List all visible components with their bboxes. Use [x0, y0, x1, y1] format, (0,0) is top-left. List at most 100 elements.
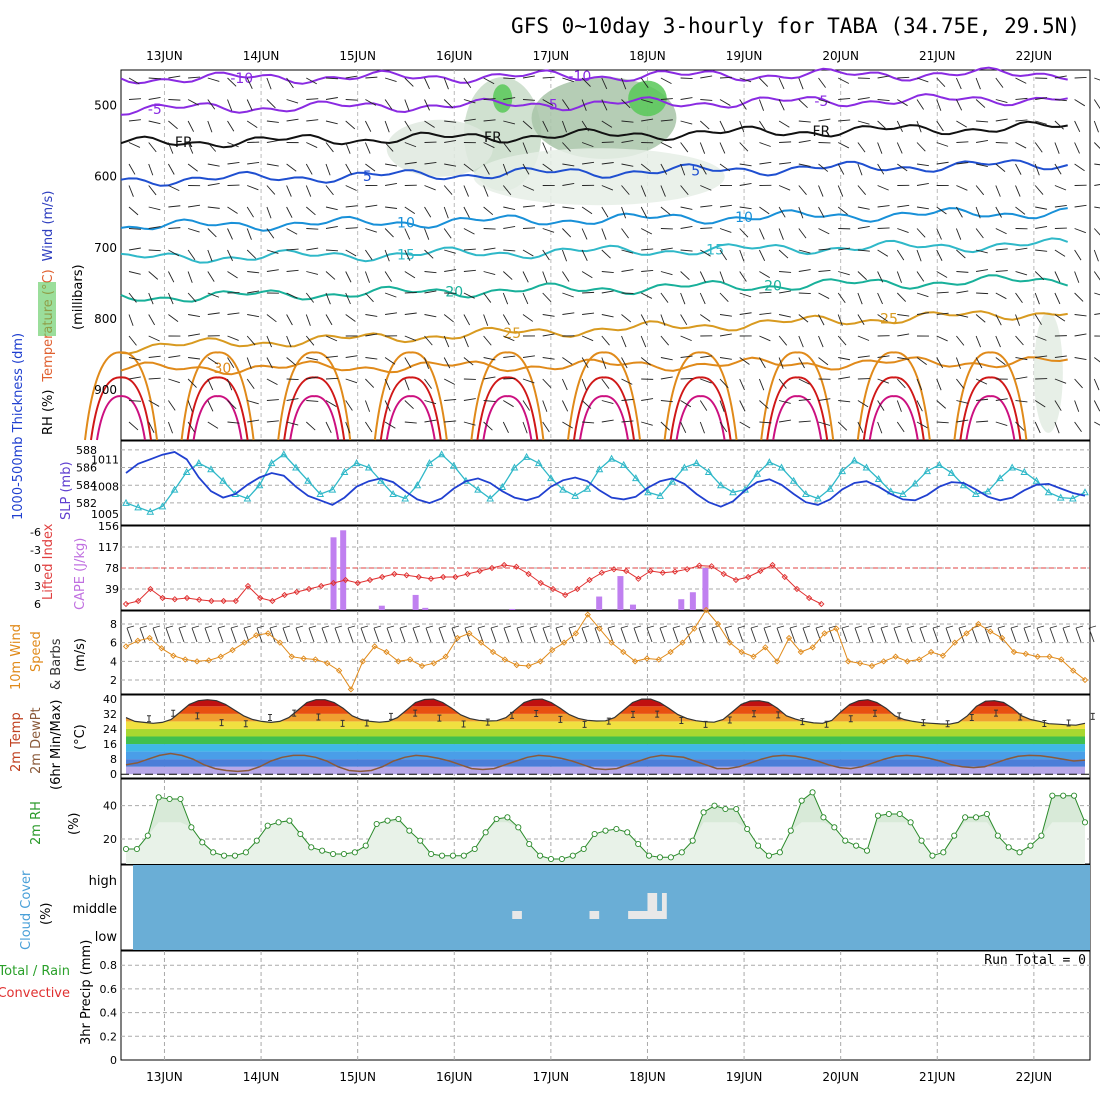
wind-barb: [365, 378, 375, 388]
thickness-point: [146, 507, 155, 515]
wind-barb: [621, 163, 634, 167]
wind-barb: [483, 292, 492, 303]
wind-barb: [700, 185, 712, 191]
thickness-point: [449, 461, 458, 469]
wind-barb: [167, 271, 175, 283]
panel-frame-wind: [120, 610, 1091, 695]
thickness-point: [595, 465, 604, 473]
isotherm-label: -5: [544, 97, 558, 113]
minmax-bar: [945, 720, 950, 728]
wind-barb: [1054, 378, 1067, 384]
wind-barb: [207, 142, 217, 152]
wind-barb: [266, 228, 275, 239]
thickness-point: [279, 450, 288, 458]
wind-barb: [956, 400, 969, 404]
thickness-point: [899, 490, 907, 498]
wind-barb: [1074, 228, 1086, 234]
surface-isotherm: [868, 395, 919, 441]
rh-point: [373, 820, 380, 828]
wind10-ytick: 8: [110, 618, 117, 631]
wind-barb: [246, 357, 252, 369]
wind-barb: [601, 141, 614, 143]
thickness-point: [644, 488, 652, 496]
wind10-barb: [269, 627, 276, 643]
day-label-top: 18JUN: [629, 49, 666, 63]
temp2m-ytick: 40: [103, 693, 117, 706]
wind-barb: [995, 163, 1006, 172]
wind-barb: [818, 77, 826, 88]
wind-barb: [483, 206, 494, 216]
minmax-bar: [461, 720, 466, 728]
wind-barb: [877, 185, 889, 191]
rh-point: [646, 852, 653, 859]
li-point: [122, 600, 130, 608]
wind10-barb: [971, 627, 978, 643]
wind-barb: [916, 228, 926, 238]
wind10-barb-flag: [737, 625, 746, 629]
wind-barb: [936, 228, 942, 240]
wind-barb: [424, 99, 430, 111]
wind-barb: [325, 355, 338, 358]
wind-barb: [325, 206, 338, 211]
wind10-barb: [178, 627, 185, 643]
wind10-barb-flag: [672, 625, 681, 629]
wind-barb: [621, 185, 630, 195]
li-point: [793, 585, 801, 593]
wind-barb: [936, 421, 949, 424]
wind-barb: [1074, 333, 1087, 337]
rh-point: [798, 797, 805, 804]
wind10-point: [608, 639, 615, 646]
wind-barb: [641, 248, 654, 251]
wind10-point: [158, 645, 165, 652]
wind-barb: [778, 357, 784, 369]
wind10-barb-flag: [126, 625, 135, 629]
thickness-point: [328, 485, 337, 493]
wind10-barb: [945, 627, 952, 643]
wind-barb: [660, 185, 666, 197]
wind-barb: [168, 120, 178, 130]
wind-barb: [207, 77, 220, 82]
wind-barb: [1054, 421, 1060, 434]
wind-barb: [719, 142, 726, 154]
wind-barb: [562, 163, 575, 167]
cape-bar: [617, 576, 624, 610]
li-point: [574, 585, 581, 593]
wind-barb: [286, 398, 299, 401]
wind-barb: [463, 292, 475, 299]
wind-barb: [1054, 249, 1066, 257]
wind-barb: [581, 99, 587, 111]
wind-barb: [325, 77, 339, 80]
wind-barb: [857, 97, 870, 100]
wind-barb: [1074, 378, 1083, 389]
rh-point: [547, 855, 555, 863]
wind-barb: [404, 228, 411, 240]
wind-barb: [522, 205, 535, 208]
wind10-barb: [373, 627, 380, 643]
li-point: [208, 597, 215, 605]
wind10-point: [702, 606, 710, 614]
wind-barb: [188, 204, 201, 208]
wind-barb: [1094, 184, 1100, 186]
rh-point: [569, 852, 576, 859]
surface-isotherm: [856, 351, 931, 441]
rh-point: [188, 824, 195, 831]
wind-barb: [365, 249, 373, 261]
wind-barb: [838, 376, 851, 380]
wind-barb: [227, 249, 233, 262]
rh-point: [340, 850, 348, 858]
surface-isotherm: [959, 376, 1022, 441]
wind10-point: [478, 639, 485, 646]
wind-barb: [1015, 142, 1027, 149]
li-point: [281, 591, 288, 599]
isotherm-FR: [120, 120, 1068, 149]
rh-point: [580, 845, 587, 853]
slp-ytick: 1008: [91, 481, 119, 494]
wind-barb: [759, 142, 771, 147]
wind10-barb-flag: [425, 625, 434, 629]
wind10-barb: [737, 627, 744, 643]
wind-barb: [818, 163, 829, 172]
minmax-bar: [147, 715, 151, 723]
wind-barb: [857, 142, 866, 153]
li-point: [598, 569, 605, 576]
wind10-point: [809, 644, 816, 651]
